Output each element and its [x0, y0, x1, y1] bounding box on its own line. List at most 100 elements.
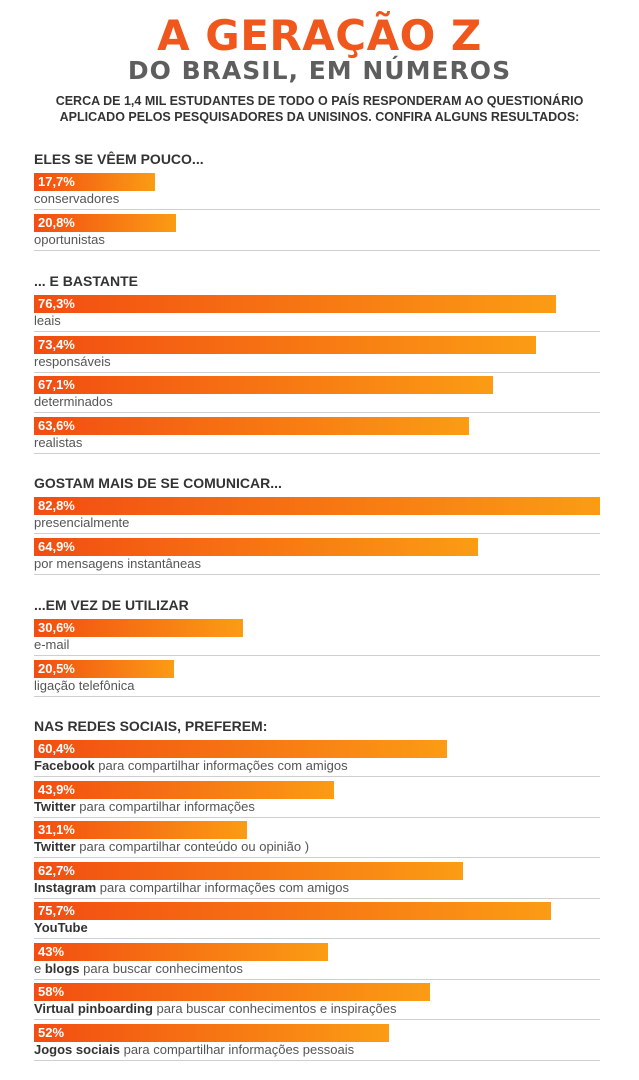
bar-value-label: 20,5% — [38, 661, 75, 676]
bar-row: 62,7% Instagram para compartilhar informa… — [34, 861, 600, 901]
row-divider — [34, 1019, 600, 1020]
section-title: ELES SE VÊEM POUCO... — [34, 151, 204, 167]
bar-category-label: presencialmente — [34, 514, 129, 531]
bar-value-label: 20,8% — [38, 215, 75, 230]
category-label-text: responsáveis — [34, 354, 111, 369]
bar-category-label: e-mail — [34, 636, 69, 653]
bar-category-label: Facebook para compartilhar informações c… — [34, 757, 348, 774]
category-label-text: para compartilhar informações com amigos — [96, 880, 350, 895]
bar-row: 20,8% oportunistas — [34, 213, 600, 253]
bar-value-label: 30,6% — [38, 620, 75, 635]
bar-row: 75,7% YouTube — [34, 901, 600, 941]
bar-value-label: 31,1% — [38, 822, 75, 837]
row-divider — [34, 453, 600, 454]
bar-category-label: leais — [34, 312, 61, 329]
row-divider — [34, 331, 600, 332]
bar-value-label: 58% — [38, 984, 65, 999]
section-title: ...EM VEZ DE UTILIZAR — [34, 597, 189, 613]
category-label-bold: Twitter — [34, 799, 76, 814]
bar-row: 30,6% e-mail — [34, 618, 600, 658]
category-label-text: determinados — [34, 394, 113, 409]
category-label-text: conservadores — [34, 191, 120, 206]
bar-row: 73,4% responsáveis — [34, 335, 600, 375]
bar-category-label: oportunistas — [34, 231, 105, 248]
bar — [34, 983, 430, 1001]
bar-value-label: 75,7% — [38, 903, 75, 918]
category-label-text: leais — [34, 313, 61, 328]
page-title: A GERAÇÃO Z — [157, 11, 482, 60]
bar — [34, 781, 334, 799]
category-label-bold: YouTube — [34, 920, 88, 935]
bar-category-label: determinados — [34, 393, 113, 410]
row-divider — [34, 979, 600, 980]
bar-row: 64,9% por mensagens instantâneas — [34, 537, 600, 577]
bar-row: 17,7% conservadores — [34, 172, 600, 212]
bar — [34, 214, 176, 232]
category-label-bold: Facebook — [34, 758, 95, 773]
bar-value-label: 73,4% — [38, 337, 75, 352]
bar — [34, 1024, 389, 1042]
row-divider — [34, 372, 600, 373]
category-label-text: para buscar conhecimentos e inspirações — [152, 1001, 397, 1016]
row-divider — [34, 817, 600, 818]
row-divider — [34, 412, 600, 413]
bar — [34, 862, 463, 880]
bar-value-label: 63,6% — [38, 418, 75, 433]
category-label-text: realistas — [34, 435, 83, 450]
bar — [34, 943, 328, 961]
row-divider — [34, 776, 600, 777]
category-label-text: para compartilhar informações pessoais — [119, 1042, 355, 1057]
bar-category-label: responsáveis — [34, 353, 111, 370]
bar-value-label: 62,7% — [38, 863, 75, 878]
bar-value-label: 52% — [38, 1025, 65, 1040]
bar-value-label: 82,8% — [38, 498, 75, 513]
bar — [34, 821, 247, 839]
row-divider — [34, 1060, 600, 1061]
bar-category-label: Instagram para compartilhar informações … — [34, 879, 349, 896]
bar-row: 31,1% Twitter para compartilhar conteúdo … — [34, 820, 600, 860]
intro-line-2: APLICADO PELOS PESQUISADORES DA UNISINOS… — [59, 110, 580, 124]
bar-value-label: 76,3% — [38, 296, 75, 311]
category-label-text: presencialmente — [34, 515, 130, 530]
row-divider — [34, 533, 600, 534]
bar — [34, 336, 536, 354]
intro-line-1: CERCA DE 1,4 MIL ESTUDANTES DE TODO O PA… — [55, 94, 584, 108]
row-divider — [34, 938, 600, 939]
category-label-bold: Twitter — [34, 839, 76, 854]
bar-category-label: e blogs para buscar conhecimentos — [34, 960, 243, 977]
bar — [34, 173, 155, 191]
row-divider — [34, 696, 600, 697]
bar-category-label: Virtual pinboarding para buscar conhecim… — [34, 1000, 396, 1017]
row-divider — [34, 209, 600, 210]
bar-category-label: YouTube — [34, 919, 88, 936]
row-divider — [34, 857, 600, 858]
section-title: GOSTAM MAIS DE SE COMUNICAR... — [34, 475, 282, 491]
row-divider — [34, 574, 600, 575]
row-divider — [34, 898, 600, 899]
bar-value-label: 17,7% — [38, 174, 75, 189]
bar — [34, 376, 493, 394]
row-divider — [34, 250, 600, 251]
category-label-text: e-mail — [34, 637, 70, 652]
category-label-bold: Jogos sociais — [34, 1042, 120, 1057]
bar-row: 52% Jogos sociais para compartilhar infor… — [34, 1023, 600, 1063]
bar-row: 76,3% leais — [34, 294, 600, 334]
section-title: ... E BASTANTE — [34, 273, 138, 289]
category-label-text: para compartilhar informações com amigos — [94, 758, 348, 773]
bar-value-label: 67,1% — [38, 377, 75, 392]
category-label-bold: Virtual pinboarding — [34, 1001, 153, 1016]
bar-value-label: 43% — [38, 944, 65, 959]
section-title: NAS REDES SOCIAIS, PREFEREM: — [34, 718, 268, 734]
bar — [34, 497, 600, 515]
category-label-text: para compartilhar conteúdo ou opinião ) — [75, 839, 310, 854]
bar-category-label: Jogos sociais para compartilhar informaç… — [34, 1041, 354, 1058]
bar-category-label: ligação telefônica — [34, 677, 134, 694]
bar-category-label: realistas — [34, 434, 82, 451]
bar-category-label: Twitter para compartilhar conteúdo ou op… — [34, 838, 309, 855]
bar — [34, 902, 551, 920]
bar-category-label: conservadores — [34, 190, 119, 207]
row-divider — [34, 655, 600, 656]
bar-value-label: 43,9% — [38, 782, 75, 797]
bar-row: 63,6% realistas — [34, 416, 600, 456]
bar-value-label: 60,4% — [38, 741, 75, 756]
